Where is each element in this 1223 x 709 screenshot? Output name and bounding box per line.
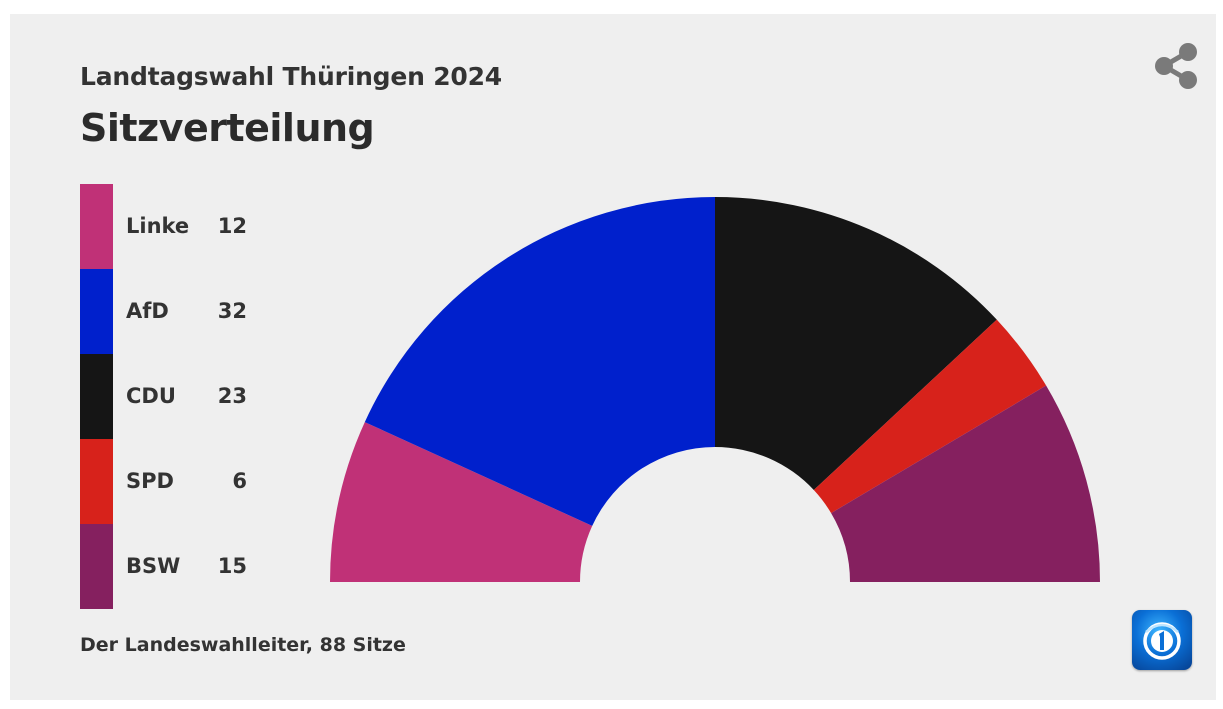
legend-swatch: [80, 184, 113, 269]
legend-seat-count: 32: [217, 299, 247, 323]
seat-segment-spd[interactable]: [813, 319, 1047, 514]
share-icon: [1155, 43, 1197, 89]
seat-distribution-chart: [330, 196, 1100, 582]
legend-item-afd: AfD 32: [80, 269, 280, 354]
seat-segment-bsw[interactable]: [831, 385, 1100, 582]
legend-seat-count: 23: [217, 384, 247, 408]
seat-segment-linke[interactable]: [330, 422, 593, 582]
legend-item-bsw: BSW 15: [80, 524, 280, 609]
legend-item-linke: Linke 12: [80, 184, 280, 269]
chart-card: Landtagswahl Thüringen 2024 Sitzverteilu…: [10, 14, 1216, 700]
legend-seat-count: 12: [217, 214, 247, 238]
legend-label: Linke: [126, 214, 190, 238]
chart-legend: Linke 12 AfD 32 CDU 23 SPD 6 BSW 15: [80, 184, 280, 609]
tagesschau-logo-icon: [1143, 622, 1181, 660]
legend-item-cdu: CDU 23: [80, 354, 280, 439]
legend-seat-count: 6: [232, 469, 247, 493]
legend-seat-count: 15: [217, 554, 247, 578]
seat-segment-afd[interactable]: [364, 196, 715, 526]
legend-swatch: [80, 524, 113, 609]
seat-segment-cdu[interactable]: [715, 197, 997, 491]
chart-source-footer: Der Landeswahlleiter, 88 Sitze: [80, 634, 406, 656]
legend-label: SPD: [126, 469, 174, 493]
legend-label: BSW: [126, 554, 181, 578]
legend-swatch: [80, 269, 113, 354]
tagesschau-logo[interactable]: [1132, 610, 1192, 670]
legend-swatch: [80, 354, 113, 439]
legend-swatch: [80, 439, 113, 524]
legend-item-spd: SPD 6: [80, 439, 280, 524]
chart-subtitle: Landtagswahl Thüringen 2024: [80, 62, 503, 91]
legend-label: AfD: [126, 299, 169, 323]
chart-title: Sitzverteilung: [80, 106, 375, 150]
legend-label: CDU: [126, 384, 176, 408]
share-button[interactable]: [1148, 38, 1204, 94]
